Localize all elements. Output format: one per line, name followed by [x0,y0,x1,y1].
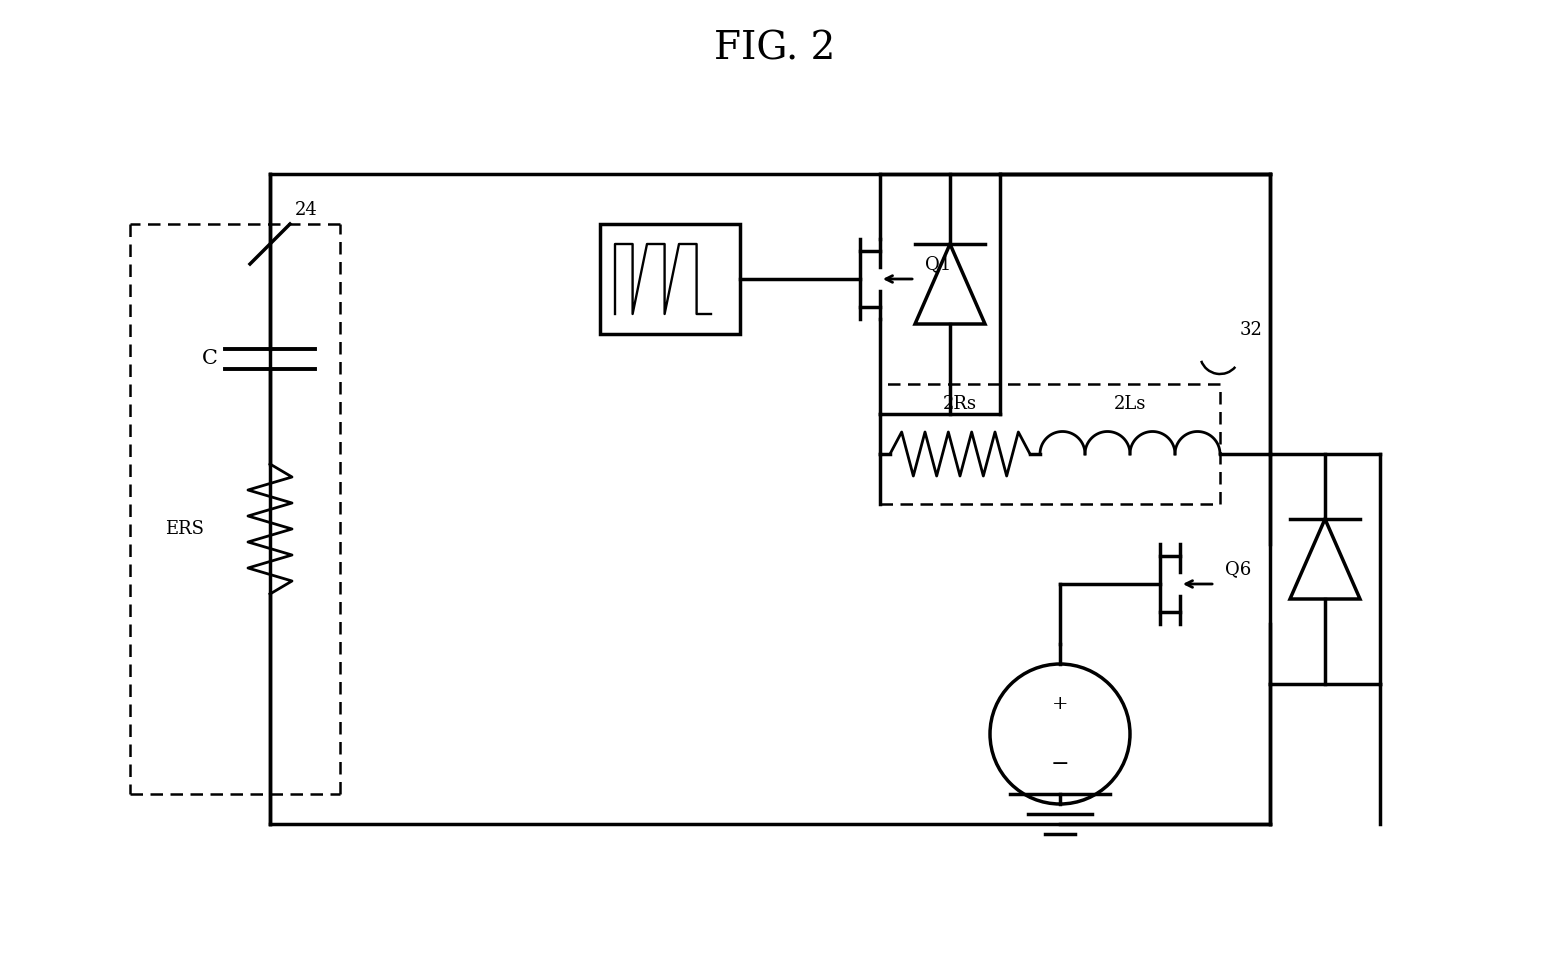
Text: 24: 24 [295,201,318,219]
Text: −: − [1050,753,1069,775]
Text: 2Rs: 2Rs [943,395,977,413]
Text: +: + [1052,695,1069,713]
Text: Q6: Q6 [1225,560,1252,578]
Text: ERS: ERS [166,520,205,538]
Text: 32: 32 [1239,321,1263,339]
Text: C: C [202,350,219,368]
Text: 2Ls: 2Ls [1114,395,1146,413]
Bar [600,224,740,334]
Text: FIG. 2: FIG. 2 [715,31,836,67]
Text: Q1: Q1 [924,255,951,273]
